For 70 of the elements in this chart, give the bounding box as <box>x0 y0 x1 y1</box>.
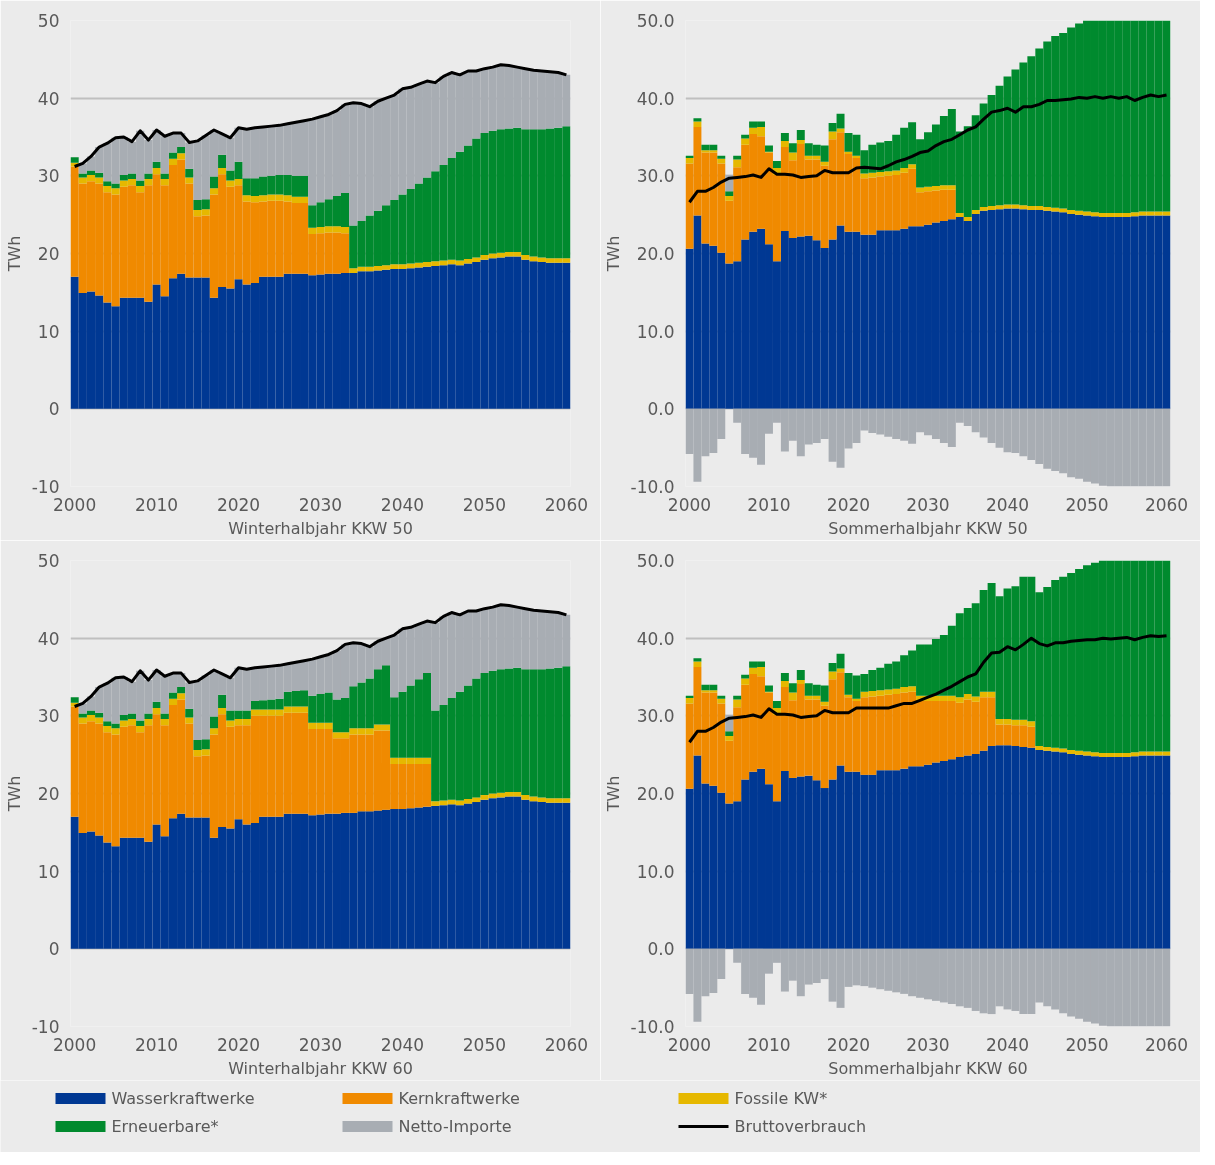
x-tick-label: 2020 <box>826 1034 871 1055</box>
y-tick-label: -10 <box>31 1017 60 1037</box>
y-tick-label: 40 <box>37 628 60 649</box>
y-tick-label: 30.0 <box>636 706 675 727</box>
legend-label: Kernkraftwerke <box>398 1089 520 1108</box>
y-tick-label: 20 <box>37 244 60 264</box>
y-tick-label: 50.0 <box>636 551 675 571</box>
y-tick-label: 50.0 <box>636 11 675 31</box>
x-tick-label: 2050 <box>1065 1034 1109 1055</box>
x-tick-label: 2040 <box>380 494 425 515</box>
y-tick-label: 0.0 <box>647 939 675 960</box>
x-tick-label: 2050 <box>1065 494 1109 515</box>
x-tick-label: 2010 <box>747 1034 791 1055</box>
x-tick-label: 2010 <box>134 494 179 515</box>
legend-label: Bruttoverbrauch <box>734 1117 867 1136</box>
x-tick-label: 2000 <box>667 494 712 515</box>
x-tick-label: 2030 <box>298 1034 343 1055</box>
x-tick-label: 2000 <box>52 1034 97 1055</box>
y-tick-label: 50 <box>37 11 60 31</box>
x-tick-label: 2020 <box>826 494 871 515</box>
x-tick-label: 2010 <box>134 1034 179 1055</box>
y-tick-label: 10 <box>37 861 60 882</box>
x-tick-label: 2000 <box>52 494 97 515</box>
legend-label: Netto-Importe <box>398 1117 512 1136</box>
x-tick-label: 2060 <box>544 1034 589 1055</box>
y-tick-label: 40 <box>37 88 60 109</box>
x-tick-label: 2030 <box>906 1034 950 1055</box>
legend-label: Fossile KW* <box>734 1089 828 1108</box>
x-tick-label: 2050 <box>462 494 507 515</box>
y-tick-label: 40.0 <box>636 628 675 649</box>
x-tick-label: 2030 <box>298 494 343 515</box>
y-axis-title: TWh <box>603 235 623 273</box>
y-tick-label: 20.0 <box>636 784 675 804</box>
y-tick-label: 10.0 <box>636 861 675 882</box>
y-tick-label: 0 <box>48 939 60 960</box>
y-tick-label: 20.0 <box>636 244 675 264</box>
y-tick-label: 0.0 <box>647 399 675 420</box>
x-tick-label: 2020 <box>216 1034 261 1055</box>
x-tick-label: 2030 <box>906 494 950 515</box>
y-tick-label: 0 <box>48 399 60 420</box>
legend-label: Wasserkraftwerke <box>111 1089 255 1108</box>
legend-label: Erneuerbare* <box>111 1117 219 1136</box>
y-axis-title: TWh <box>603 775 623 813</box>
x-tick-label: 2060 <box>544 494 589 515</box>
y-tick-label: 10.0 <box>636 321 675 342</box>
y-axis-title: TWh <box>4 235 24 273</box>
x-tick-label: 2040 <box>380 1034 425 1055</box>
x-tick-label: 2010 <box>747 494 791 515</box>
y-tick-label: -10.0 <box>630 1017 675 1037</box>
x-tick-label: 2060 <box>1144 494 1189 515</box>
x-tick-label: 2000 <box>667 1034 712 1055</box>
x-axis-title: Sommerhalbjahr KKW 60 <box>828 1058 1028 1078</box>
y-tick-label: -10 <box>31 477 60 497</box>
x-tick-label: 2040 <box>985 494 1030 515</box>
y-tick-label: 30 <box>37 166 60 187</box>
y-tick-label: -10.0 <box>630 477 675 497</box>
y-tick-label: 50 <box>37 551 60 571</box>
y-axis-title: TWh <box>4 775 24 813</box>
y-tick-label: 10 <box>37 321 60 342</box>
x-tick-label: 2060 <box>1144 1034 1189 1055</box>
x-tick-label: 2050 <box>462 1034 507 1055</box>
y-tick-label: 20 <box>37 784 60 804</box>
y-tick-label: 30.0 <box>636 166 675 187</box>
x-axis-title: Winterhalbjahr KKW 60 <box>228 1058 413 1078</box>
y-tick-label: 30 <box>37 706 60 727</box>
y-tick-label: 40.0 <box>636 88 675 109</box>
x-axis-title: Winterhalbjahr KKW 50 <box>228 518 413 538</box>
x-tick-label: 2040 <box>985 1034 1030 1055</box>
x-axis-title: Sommerhalbjahr KKW 50 <box>828 518 1028 538</box>
x-tick-label: 2020 <box>216 494 261 515</box>
